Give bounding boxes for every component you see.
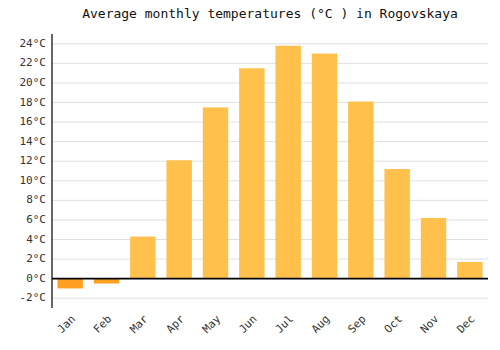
grid-line (52, 63, 488, 64)
x-tick-label: Dec (454, 313, 477, 336)
bar (203, 107, 228, 278)
y-tick-label: 8°C (26, 193, 46, 206)
y-tick-label: 24°C (20, 37, 47, 50)
bar (57, 279, 82, 289)
grid-line (52, 278, 488, 279)
x-tick-label: Oct (382, 313, 405, 336)
bar (275, 46, 300, 279)
bar (457, 262, 482, 279)
x-tick-label: Jan (55, 313, 78, 336)
y-ticks: -2°C 0°C 2°C 4°C 6°C 8°C 10°C 12°C 14°C 16°C 18°C 2… (20, 37, 47, 304)
grid-line (52, 161, 488, 162)
y-tick-label: 20°C (20, 76, 47, 89)
x-tick-label: Jun (236, 313, 259, 336)
grid-line (52, 180, 488, 181)
y-tick-label: 12°C (20, 154, 47, 167)
y-tick-label: 22°C (20, 56, 47, 69)
y-tick-label: 18°C (20, 96, 47, 109)
y-tick-label: -2°C (20, 291, 47, 304)
bar (130, 237, 155, 279)
y-tick-label: 0°C (26, 272, 46, 285)
x-tick-label: May (200, 312, 224, 336)
y-tick-label: 14°C (20, 135, 47, 148)
chart: -2°C 0°C 2°C 4°C 6°C 8°C 10°C 12°C 14°C 16°C 18°C 2… (0, 0, 500, 350)
grid-line (52, 298, 488, 299)
x-tick-label: Feb (91, 313, 114, 336)
y-tick-label: 10°C (20, 174, 47, 187)
y-tick-label: 2°C (26, 252, 46, 265)
bar (421, 218, 446, 279)
grid-line (52, 141, 488, 142)
grid-line (52, 200, 488, 201)
y-tick-label: 4°C (26, 233, 46, 246)
bar (384, 169, 409, 279)
x-tick-label: Nov (418, 312, 442, 336)
x-tick-label: Aug (309, 313, 332, 336)
x-tick-label: Jul (273, 313, 296, 336)
bars (57, 46, 482, 289)
grid-line (52, 82, 488, 83)
x-ticks: Jan Feb Mar Apr May Jun Jul Aug Sep Oct Nov Dec (55, 312, 478, 336)
grid-line (52, 122, 488, 123)
bar (348, 102, 373, 279)
zero-line (52, 278, 488, 280)
grid (52, 44, 488, 298)
bar (312, 54, 337, 279)
x-tick-label: Mar (127, 312, 151, 336)
y-axis (51, 34, 52, 308)
x-tick-label: Sep (345, 313, 368, 336)
y-tick-label: 16°C (20, 115, 47, 128)
grid-line (52, 43, 488, 44)
title: Average monthly temperatures (°C ) in Ro… (82, 6, 458, 21)
y-tick-label: 6°C (26, 213, 46, 226)
bar (239, 68, 264, 278)
bar (166, 160, 191, 278)
grid-line (52, 102, 488, 103)
x-tick-label: Apr (164, 312, 188, 336)
